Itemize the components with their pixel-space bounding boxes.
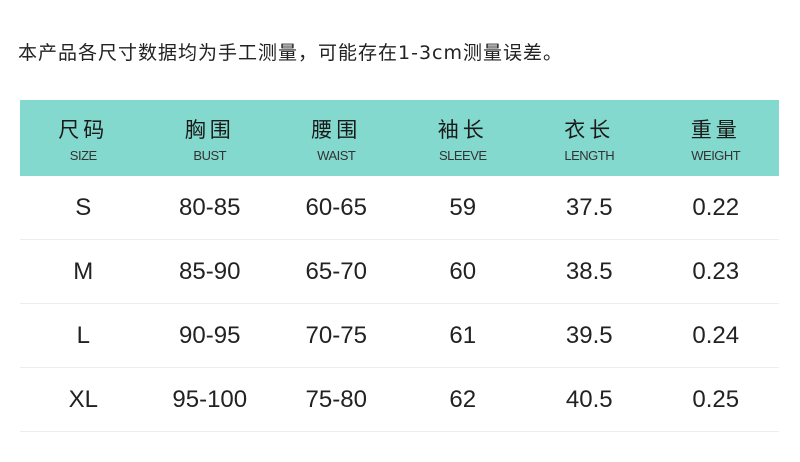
table-cell-weight: 0.22 (652, 176, 779, 240)
table-cell-size: S (20, 176, 147, 240)
table-cell-waist: 75-80 (273, 367, 400, 432)
table-cell-weight: 0.23 (652, 239, 779, 304)
table-cell-size: M (20, 239, 147, 304)
table-row: M 85-90 65-70 60 38.5 0.23 (20, 239, 779, 304)
column-header-en: SLEEVE (438, 147, 487, 163)
table-row: L 90-95 70-75 61 39.5 0.24 (20, 303, 779, 368)
table-cell-bust: 85-90 (146, 239, 273, 304)
table-cell-sleeve: 60 (399, 239, 526, 304)
table-cell-length: 40.5 (526, 367, 653, 432)
column-header-zh: 袖长 (437, 117, 488, 142)
table-header: 尺码 SIZE 胸围 BUST 腰围 WAIST 袖长 SLEEVE 衣长 LENGTH 重量 WEI… (20, 100, 779, 176)
column-header-sleeve: 袖长 SLEEVE (399, 100, 526, 176)
column-header-waist: 腰围 WAIST (273, 100, 400, 176)
table-cell-weight: 0.25 (652, 367, 779, 432)
column-header-size: 尺码 SIZE (20, 100, 147, 176)
table-cell-length: 38.5 (526, 239, 653, 304)
column-header-zh: 衣长 (564, 117, 615, 142)
measurement-note: 本产品各尺寸数据均为手工测量，可能存在1-3cm测量误差。 (18, 42, 563, 64)
column-header-zh: 重量 (690, 117, 741, 142)
table-cell-sleeve: 62 (399, 367, 526, 432)
column-header-en: BUST (193, 147, 227, 163)
column-header-bust: 胸围 BUST (146, 100, 273, 176)
table-cell-bust: 90-95 (146, 303, 273, 368)
table-cell-waist: 65-70 (273, 239, 400, 304)
table-row: S 80-85 60-65 59 37.5 0.22 (20, 176, 779, 240)
table-row: XL 95-100 75-80 62 40.5 0.25 (20, 367, 779, 432)
table-cell-bust: 80-85 (146, 176, 273, 240)
size-chart-table: 尺码 SIZE 胸围 BUST 腰围 WAIST 袖长 SLEEVE 衣长 LENGTH 重量 WEI… (20, 100, 779, 432)
table-cell-waist: 70-75 (273, 303, 400, 368)
column-header-length: 衣长 LENGTH (526, 100, 653, 176)
table-cell-length: 37.5 (526, 176, 653, 240)
table-cell-size: XL (20, 367, 147, 432)
table-cell-length: 39.5 (526, 303, 653, 368)
column-header-weight: 重量 WEIGHT (652, 100, 779, 176)
column-header-en: LENGTH (564, 147, 615, 163)
table-cell-size: L (20, 303, 147, 368)
column-header-zh: 腰围 (311, 117, 362, 142)
column-header-zh: 尺码 (58, 117, 109, 142)
table-cell-sleeve: 61 (399, 303, 526, 368)
table-cell-bust: 95-100 (146, 367, 273, 432)
table-cell-sleeve: 59 (399, 176, 526, 240)
table-cell-weight: 0.24 (652, 303, 779, 368)
column-header-en: SIZE (69, 147, 97, 163)
column-header-en: WAIST (317, 147, 356, 163)
column-header-zh: 胸围 (184, 117, 235, 142)
column-header-en: WEIGHT (691, 147, 741, 163)
table-cell-waist: 60-65 (273, 176, 400, 240)
